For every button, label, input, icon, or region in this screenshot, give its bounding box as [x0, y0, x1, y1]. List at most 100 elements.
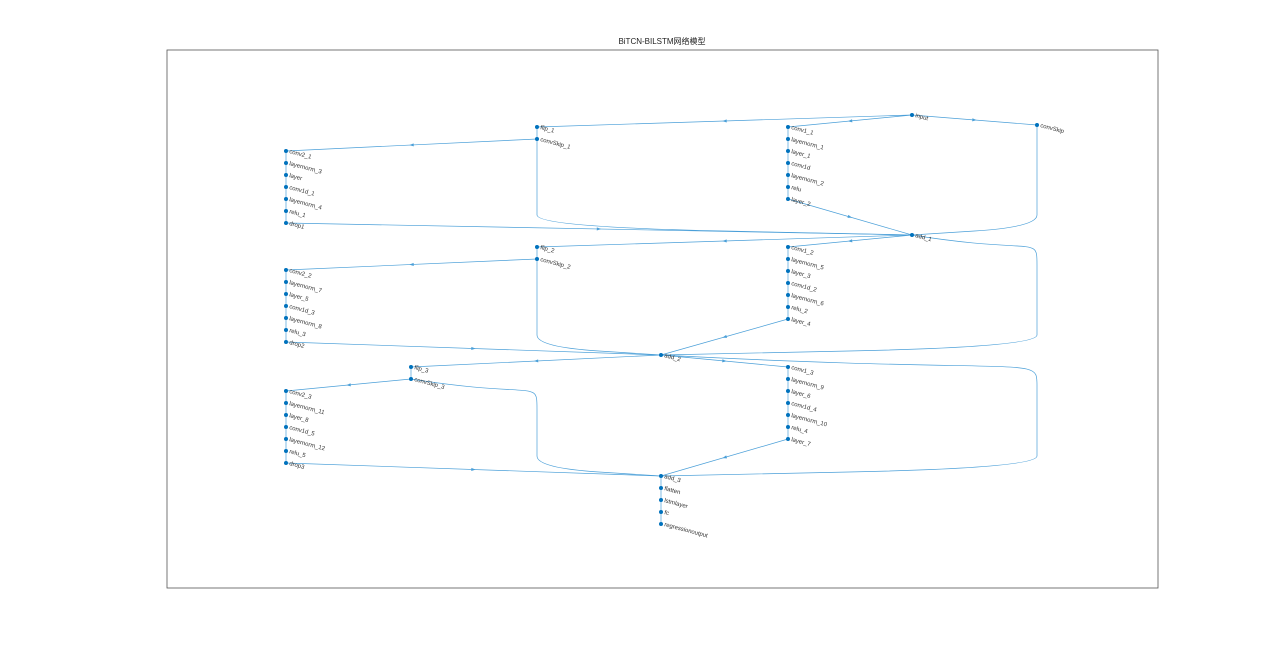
node [786, 197, 790, 201]
node-label: drop3 [288, 461, 305, 471]
node-label: drop1 [288, 221, 305, 231]
node-label: layer [288, 173, 302, 182]
node-label: layer_5 [288, 292, 309, 303]
node [535, 125, 539, 129]
node [284, 268, 288, 272]
node-label: flip_2 [539, 245, 555, 255]
node [284, 316, 288, 320]
node [284, 221, 288, 225]
node [786, 389, 790, 393]
node [659, 486, 663, 490]
node [284, 209, 288, 213]
node-label: relu_1 [288, 209, 306, 219]
node [284, 328, 288, 332]
node [786, 413, 790, 417]
node-label: relu_2 [790, 305, 808, 315]
edge-arrow [722, 359, 727, 363]
node [659, 498, 663, 502]
node-label: layer_4 [790, 317, 811, 328]
node [284, 292, 288, 296]
node [786, 377, 790, 381]
node-label: conv1d [790, 161, 810, 172]
node-label: relu [790, 185, 801, 193]
edge-arrow [409, 143, 414, 147]
edge [410, 378, 662, 477]
node [786, 245, 790, 249]
node-label: layer_3 [790, 269, 811, 280]
node-label: conv2_2 [288, 268, 312, 280]
edge-arrow [722, 334, 728, 338]
node [786, 173, 790, 177]
edge [660, 234, 1038, 356]
node [786, 281, 790, 285]
edge-arrow [409, 262, 414, 266]
node [786, 185, 790, 189]
edge-arrow [847, 239, 853, 243]
node [659, 522, 663, 526]
node-label: layer_8 [288, 413, 309, 424]
node [284, 401, 288, 405]
node [535, 137, 539, 141]
edges [285, 114, 1038, 524]
node [786, 293, 790, 297]
node [786, 149, 790, 153]
node [786, 257, 790, 261]
node [284, 280, 288, 284]
node-label: conv1_1 [790, 125, 814, 137]
edge [536, 139, 913, 236]
node [284, 425, 288, 429]
node [284, 413, 288, 417]
node [786, 305, 790, 309]
node-label: relu_5 [288, 449, 306, 459]
node [1035, 123, 1039, 127]
node-label: flip_1 [539, 125, 555, 135]
node [910, 233, 914, 237]
node [284, 185, 288, 189]
edge-arrow [972, 118, 977, 122]
node-label: add_2 [663, 353, 681, 363]
node-label: conv1_2 [790, 245, 814, 257]
node-label: fc [663, 510, 669, 517]
node [786, 269, 790, 273]
node [409, 377, 413, 381]
edge-arrow [722, 455, 728, 459]
node-label: layer_6 [790, 389, 811, 400]
edge [536, 259, 662, 356]
title: BiTCN-BILSTM网络模型 [618, 36, 705, 46]
node-label: conv1_3 [790, 365, 814, 377]
edge [911, 124, 1038, 236]
node [409, 365, 413, 369]
node [284, 149, 288, 153]
node [786, 401, 790, 405]
node [284, 173, 288, 177]
node [535, 245, 539, 249]
edge-arrow [471, 346, 476, 350]
node [659, 474, 663, 478]
plot-box [166, 49, 1159, 589]
edge-arrow [847, 214, 853, 218]
edge-arrow [596, 227, 602, 231]
edge-arrow [471, 467, 476, 471]
node [786, 425, 790, 429]
node [786, 137, 790, 141]
node-label: relu_3 [288, 328, 306, 338]
node-label: drop2 [288, 340, 305, 350]
node [659, 510, 663, 514]
edge-arrow [346, 383, 351, 387]
node-label: layer_7 [790, 437, 811, 448]
node-label: add_1 [914, 233, 932, 243]
node-label: input [914, 113, 928, 122]
node [284, 449, 288, 453]
node-label: flip_3 [413, 365, 429, 375]
edge-arrow [847, 119, 853, 123]
edge-arrow [722, 119, 727, 123]
edge [660, 354, 1038, 477]
node [284, 161, 288, 165]
node-label: relu_4 [790, 425, 808, 435]
node-label: add_3 [663, 474, 681, 484]
node-label: conv2_1 [288, 149, 312, 161]
edge-arrow [722, 239, 727, 243]
node [786, 317, 790, 321]
